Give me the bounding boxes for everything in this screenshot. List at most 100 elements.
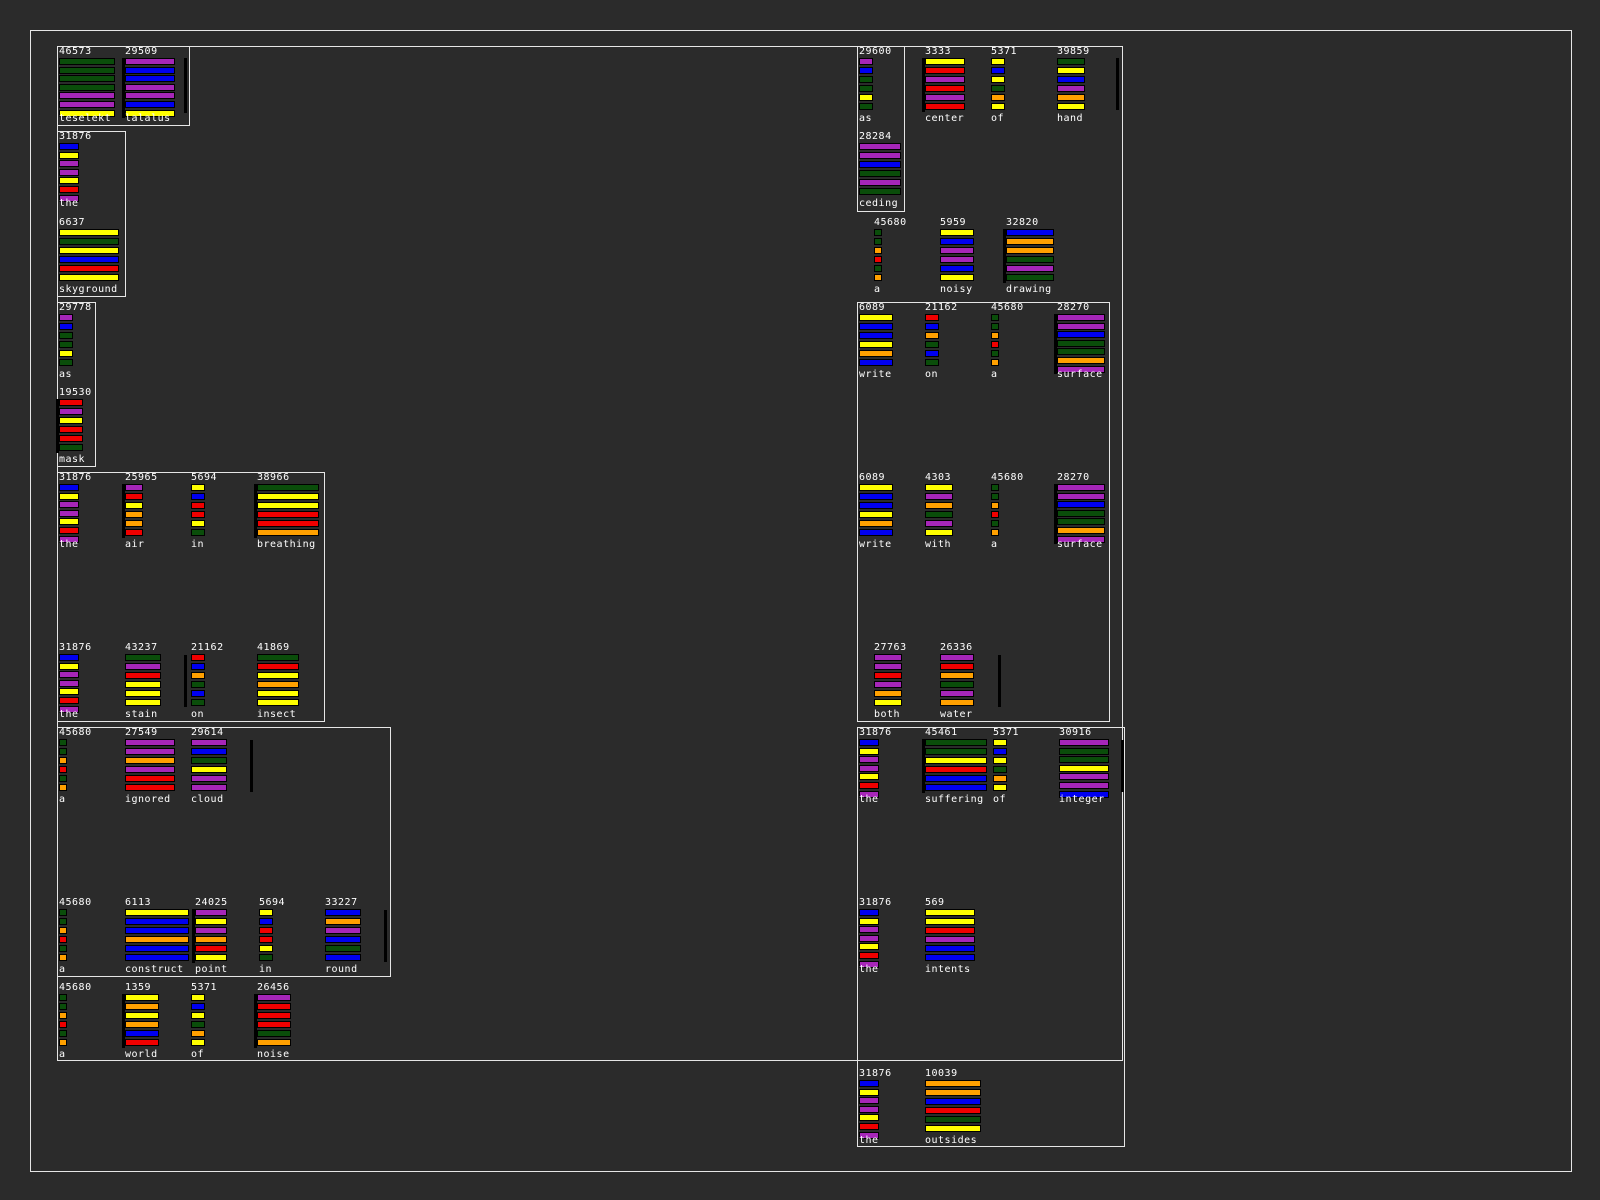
word-index-number: 569 [925, 897, 945, 908]
word-label: ignored [125, 794, 171, 805]
color-bar [993, 775, 1007, 782]
color-bar [125, 1039, 159, 1046]
color-bar [59, 92, 115, 99]
word-glyph: 6113 construct [125, 897, 189, 975]
color-bar [925, 341, 939, 348]
word-glyph: 28284 ceding [859, 131, 901, 209]
color-bar [925, 484, 953, 491]
word-glyph: 24025 point [192, 897, 235, 975]
word-label: with [925, 539, 952, 550]
group-frame [57, 302, 96, 467]
color-bar [59, 399, 83, 406]
color-bar [191, 690, 205, 697]
color-bar [59, 1021, 67, 1028]
word-glyph: 28270 surface [1054, 302, 1105, 380]
color-bar [59, 706, 79, 713]
word-label: write [859, 539, 892, 550]
color-bar [1057, 76, 1085, 83]
color-bar-stack [191, 654, 205, 708]
word-glyph: 569 intents [925, 897, 975, 975]
word-glyph: 31876 the [59, 472, 99, 550]
word-index-number: 46573 [59, 46, 92, 57]
color-bar [125, 84, 175, 91]
color-bar [874, 238, 882, 245]
word-glyph: 45680 a [59, 897, 99, 975]
stack-edge-mark [1054, 484, 1057, 544]
color-bar [257, 1021, 291, 1028]
color-bar [991, 314, 999, 321]
word-index-number: 31876 [59, 131, 92, 142]
word-label: ceding [859, 198, 899, 209]
color-bar [259, 927, 273, 934]
color-bar [1057, 510, 1105, 517]
color-bar-stack [56, 399, 83, 453]
word-index-number: 5959 [940, 217, 967, 228]
color-bar [859, 511, 893, 518]
color-bar [993, 748, 1007, 755]
word-glyph: 45680 a [874, 217, 914, 295]
color-bar [991, 67, 1005, 74]
word-label: the [59, 198, 79, 209]
color-bar [940, 238, 974, 245]
color-bar [925, 67, 965, 74]
color-bar [191, 520, 205, 527]
color-bar [1057, 103, 1085, 110]
color-bar [991, 529, 999, 536]
color-bar [874, 256, 882, 263]
color-bar [1057, 501, 1105, 508]
stack-edge-mark [254, 484, 257, 538]
color-bar-stack [859, 909, 879, 969]
color-bar [991, 58, 1005, 65]
word-label: both [874, 709, 901, 720]
color-bar [925, 502, 953, 509]
color-bar [1059, 765, 1109, 772]
color-bar [125, 520, 143, 527]
word-index-number: 6089 [859, 302, 886, 313]
word-glyph: 39859 hand [1057, 46, 1097, 124]
color-bar-stack [254, 484, 319, 538]
color-bar [1059, 773, 1109, 780]
color-bar [1057, 348, 1105, 355]
color-bar [925, 766, 987, 773]
word-glyph: 31876 the [859, 897, 899, 975]
word-index-number: 29600 [859, 46, 892, 57]
color-bar-stack [259, 909, 273, 963]
word-label: outsides [925, 1135, 978, 1146]
color-bar [991, 502, 999, 509]
separator-tick [384, 910, 387, 962]
color-bar [195, 909, 227, 916]
color-bar-stack [122, 58, 175, 118]
color-bar [925, 350, 939, 357]
stack-edge-mark [56, 399, 59, 453]
color-bar [925, 359, 939, 366]
color-bar [59, 994, 67, 1001]
outer-frame [30, 30, 1572, 1172]
word-glyph: 26336 water [940, 642, 980, 720]
word-glyph: 45461 suffering [922, 727, 987, 805]
color-bar [925, 909, 975, 916]
color-bar-stack [859, 143, 901, 197]
word-index-number: 33227 [325, 897, 358, 908]
color-bar-stack [191, 994, 205, 1048]
word-index-number: 25965 [125, 472, 158, 483]
stack-edge-mark [1003, 229, 1006, 283]
stack-edge-mark [922, 739, 925, 793]
word-index-number: 28284 [859, 131, 892, 142]
color-bar [993, 757, 1007, 764]
color-bar-stack [874, 229, 882, 283]
stack-edge-mark [254, 994, 257, 1048]
group-frame [857, 46, 905, 212]
word-label: of [191, 1049, 205, 1060]
color-bar [940, 681, 974, 688]
color-bar [125, 784, 175, 791]
color-bar [325, 909, 361, 916]
color-bar [59, 945, 67, 952]
word-index-number: 19530 [59, 387, 92, 398]
color-bar [1059, 748, 1109, 755]
word-index-number: 32820 [1006, 217, 1039, 228]
color-bar [1057, 67, 1085, 74]
color-bar [191, 766, 227, 773]
word-label: the [859, 794, 879, 805]
color-bar [59, 671, 79, 678]
color-bar [991, 520, 999, 527]
